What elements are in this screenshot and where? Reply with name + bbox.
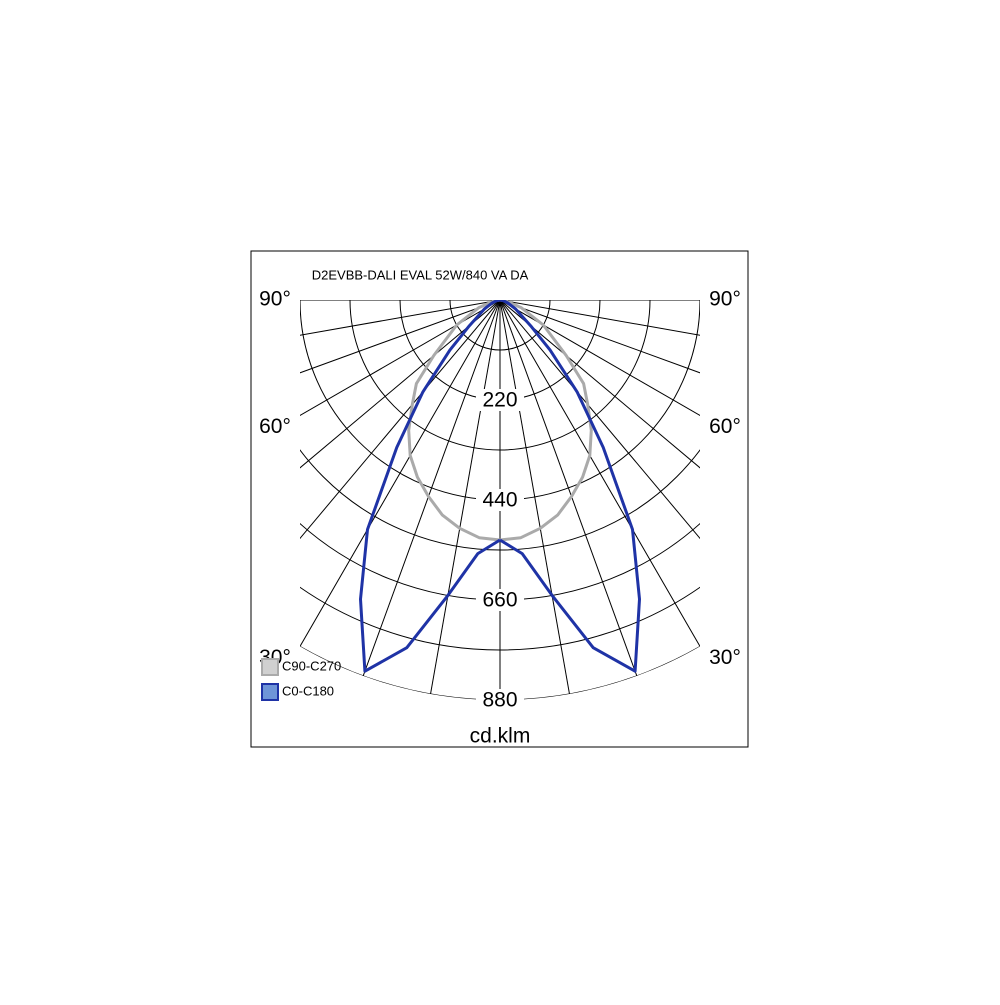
r-tick-bg [476,489,524,511]
theta-tick-label: 30° [709,646,741,669]
r-tick-label: 220 [482,389,517,412]
grid-spoke [300,300,501,541]
grid-spoke [300,300,501,384]
intensity-curve [359,300,501,673]
r-tick-label: 880 [482,689,517,712]
grid-spoke [416,300,501,700]
intensity-curve [499,300,593,542]
theta-tick-label: 90° [259,288,291,311]
r-tick-label: 440 [482,489,517,512]
legend-swatch [261,658,279,676]
legend-label: C90-C270 [282,658,341,673]
grid-spoke [499,300,700,669]
grid-spoke [499,300,700,541]
theta-tick-label: 60° [259,415,291,438]
theta-tick-label: 60° [709,415,741,438]
legend-label: C0-C180 [282,683,334,698]
grid-spoke [300,300,501,700]
r-tick-bg [476,589,524,611]
grid-spoke [300,300,501,669]
theta-tick-label: 90° [709,288,741,311]
grid-spoke [499,300,700,465]
r-tick-label: 660 [482,589,517,612]
grid-spoke [499,300,584,700]
grid-spoke [335,300,501,700]
intensity-curve [407,300,501,542]
grid-spoke [499,300,700,700]
axis-label: cd.klm [470,725,531,748]
grid-spoke [300,300,501,465]
r-tick-bg [476,689,524,711]
grid-spoke [499,300,700,384]
legend-swatch [261,683,279,701]
grid-spoke [499,300,665,700]
chart-title: D2EVBB-DALI EVAL 52W/840 VA DA [312,267,529,282]
r-tick-bg [476,389,524,411]
intensity-curve [499,300,641,673]
